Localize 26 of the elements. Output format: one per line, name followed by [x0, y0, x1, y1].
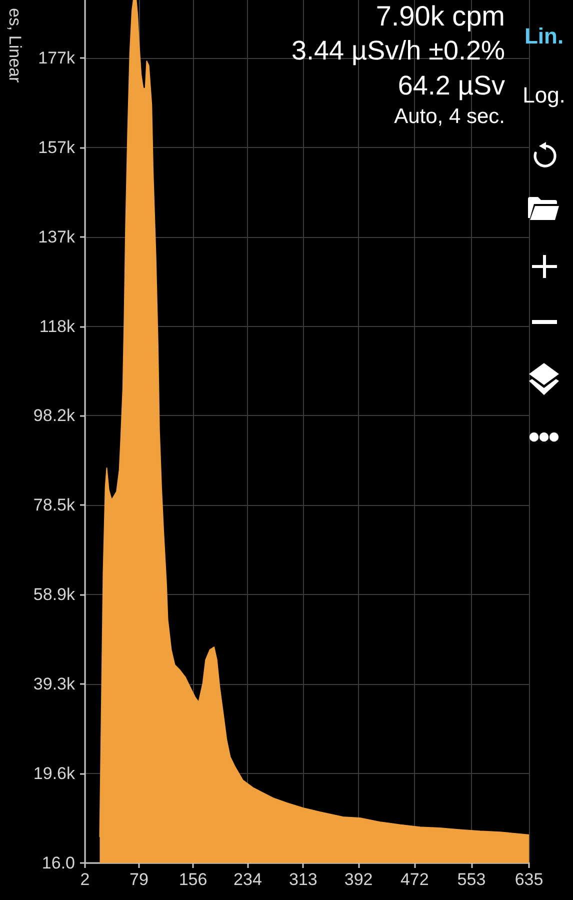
x-tick-label: 234	[234, 870, 262, 889]
annotation: 7.90k cpm	[376, 0, 505, 32]
x-tick-label: 553	[457, 870, 486, 889]
y-tick-label: 157k	[38, 138, 76, 157]
x-tick-label: 79	[130, 870, 148, 889]
y-tick-label: 118k	[39, 316, 76, 336]
annotation: 3.44 µSv/h ±0.2%	[292, 36, 505, 66]
y-tick-label: 58.9k	[33, 585, 76, 604]
annotation: 64.2 µSv	[398, 70, 506, 100]
annotation: Auto, 4 sec.	[394, 105, 505, 128]
y-tick-label: 39.3k	[33, 674, 76, 694]
y-axis-title: es, Linear	[6, 8, 24, 83]
y-tick-label: 16.0	[42, 854, 75, 872]
y-tick-label: 177k	[38, 48, 76, 68]
x-tick-label: 156	[178, 870, 208, 889]
y-tick-label: 78.5k	[33, 496, 76, 515]
x-tick-label: 472	[400, 870, 429, 889]
annotation: Log.	[522, 82, 566, 108]
y-tick-label: 19.6k	[33, 764, 76, 784]
x-tick-label: 392	[344, 870, 373, 889]
y-tick-label: 137k	[38, 227, 76, 246]
x-tick-label: 313	[288, 870, 318, 889]
y-tick-label: 98.2k	[33, 406, 76, 426]
x-tick-label: 635	[514, 870, 544, 889]
x-tick-label: 2	[80, 870, 90, 889]
annotation: Lin.	[524, 24, 564, 48]
